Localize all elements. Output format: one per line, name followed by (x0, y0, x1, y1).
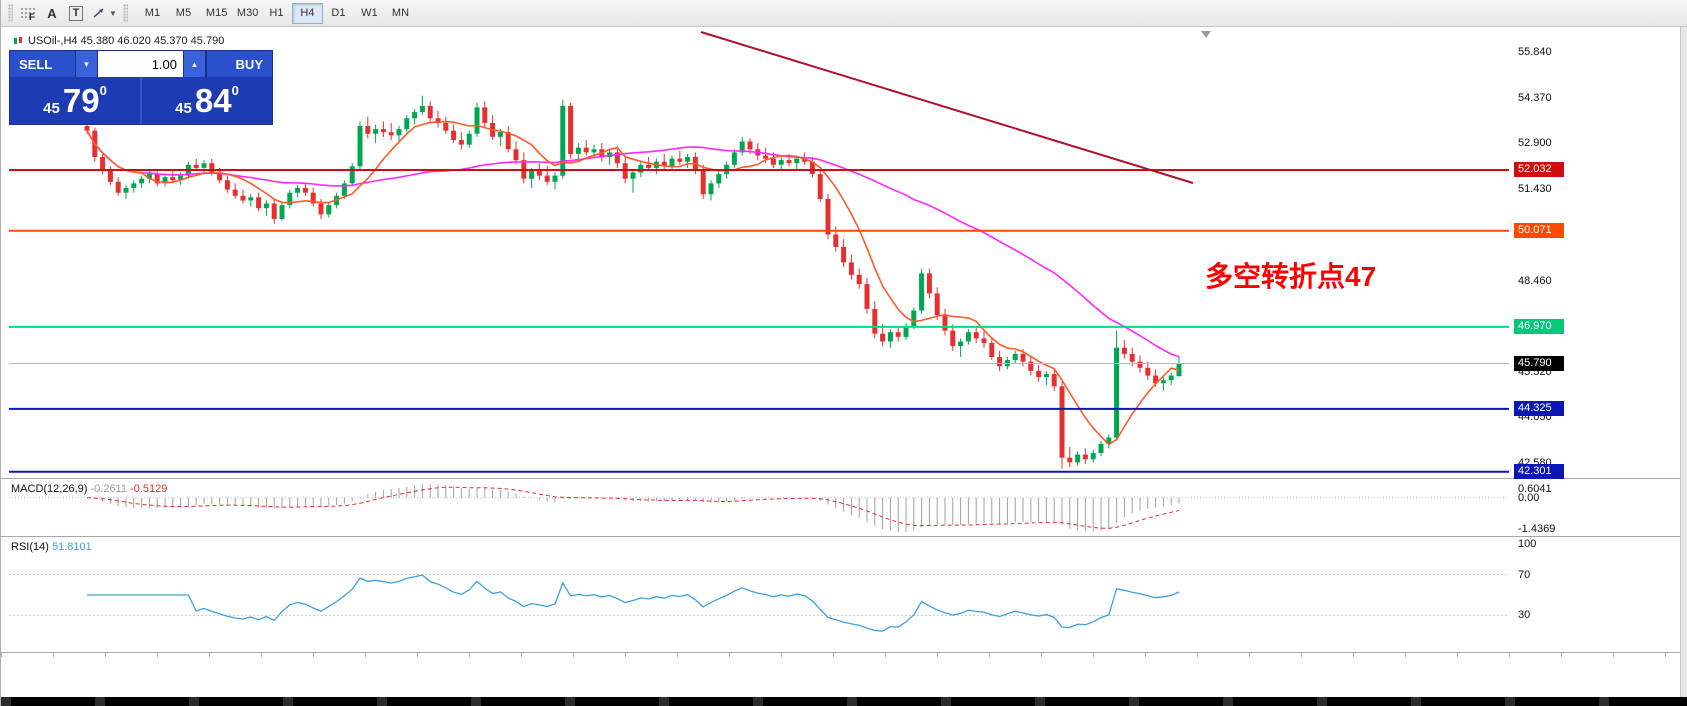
timeframe-button-m5[interactable]: M5 (168, 3, 199, 24)
macd-panel[interactable] (1, 481, 1511, 535)
price-badge: 52.032 (1514, 162, 1564, 177)
sell-price-small: 45 (43, 100, 60, 117)
price-divider (140, 77, 142, 124)
timeframe-button-m1[interactable]: M1 (137, 3, 168, 24)
timeframe-button-h4[interactable]: H4 (291, 2, 323, 24)
price-badge: 50.071 (1514, 222, 1564, 238)
macd-value: -0.2611 (90, 483, 127, 495)
macd-rsi-separator[interactable] (1, 536, 1687, 537)
text-label-icon[interactable]: A (40, 2, 64, 24)
text-icon[interactable]: T (64, 2, 88, 24)
price-tick: 54.370 (1518, 91, 1552, 104)
macd-axis-bottom: -1.4369 (1518, 523, 1556, 535)
candlestick-chart[interactable] (1, 28, 1511, 478)
macd-axis-top: 0.6041 (1518, 483, 1552, 495)
timeframe-button-mn[interactable]: MN (385, 3, 416, 24)
chart-area[interactable]: USOil-,H4 45.380 46.020 45.370 45.790 SE… (1, 27, 1687, 706)
rsi-axis-100: 100 (1518, 538, 1537, 550)
toolbar-grip-2[interactable] (122, 4, 128, 22)
buy-price-small: 45 (175, 100, 192, 117)
sell-price-sup: 0 (99, 83, 107, 98)
shapes-arrow-icon (93, 8, 104, 18)
sell-price[interactable]: 45 79 0 (10, 77, 140, 124)
vertical-scrollbar[interactable] (1680, 27, 1687, 697)
rsi-header: RSI(14) 51.8101 (11, 541, 92, 553)
price-axis[interactable]: 55.840 54.370 52.900 51.430 48.460 45.520 44.0… (1511, 27, 1680, 706)
timeframe-button-m15[interactable]: M15 (199, 3, 230, 24)
rsi-panel[interactable] (1, 538, 1511, 652)
macd-signal-value: -0.5129 (130, 483, 168, 495)
sell-price-big: 79 (62, 82, 100, 119)
price-tick: 51.430 (1518, 182, 1552, 195)
chart-shift-marker[interactable] (1201, 31, 1211, 38)
time-axis[interactable] (1, 653, 1687, 697)
text-icon-box: T (68, 5, 84, 21)
buy-price-sup: 0 (231, 83, 239, 98)
toolbar: F A T ▼ M1 M5 M15 M30 H1 H4 D1 W1 MN (1, 0, 1687, 27)
timeframe-button-d1[interactable]: D1 (323, 3, 354, 24)
price-badge: 44.325 (1514, 400, 1564, 416)
buy-price[interactable]: 45 84 0 (142, 77, 272, 124)
timeframe-button-m30[interactable]: M30 (230, 3, 261, 24)
price-badge: 42.301 (1514, 463, 1564, 479)
rsi-axis-70: 70 (1518, 568, 1531, 581)
chart-icon (14, 37, 22, 44)
svg-text:F: F (29, 12, 35, 21)
timeframe-button-h1[interactable]: H1 (261, 3, 292, 24)
chart-annotation[interactable]: 多空转折点47 (1205, 261, 1377, 292)
volume-input[interactable] (98, 51, 184, 77)
buy-button[interactable]: BUY (206, 51, 272, 77)
symbol-info: USOil-,H4 45.380 46.020 45.370 45.790 (13, 35, 224, 47)
symbol-ohlc-text: USOil-,H4 45.380 46.020 45.370 45.790 (28, 35, 225, 47)
timeframe-group: M1 M5 M15 M30 H1 H4 D1 W1 MN (137, 2, 416, 24)
volume-up-button[interactable]: ▲ (184, 51, 206, 77)
buy-price-big: 84 (194, 82, 232, 119)
macd-label: MACD(12,26,9) (11, 483, 88, 495)
rsi-label: RSI(14) (11, 541, 49, 553)
price-badge: 45.790 (1514, 355, 1564, 371)
rsi-value: 51.8101 (51, 541, 92, 553)
shapes-dropdown[interactable]: ▼ (88, 2, 120, 24)
volume-down-button[interactable]: ▼ (76, 51, 98, 77)
rsi-timeaxis-separator (1, 652, 1687, 653)
fibonacci-icon-glyph: F (21, 8, 35, 21)
rsi-axis-30: 30 (1518, 609, 1531, 622)
timeframe-button-w1[interactable]: W1 (354, 3, 385, 24)
trade-prices-row: 45 79 0 45 84 0 (10, 77, 272, 124)
chevron-down-icon: ▼ (109, 8, 117, 18)
price-tick: 55.840 (1518, 45, 1552, 58)
trade-controls-row: SELL ▼ ▲ BUY (10, 51, 272, 77)
main-macd-separator[interactable] (1, 478, 1687, 479)
price-tick: 48.460 (1518, 274, 1552, 287)
price-badge: 46.970 (1514, 318, 1564, 334)
taskbar-strip (1, 697, 1687, 706)
price-tick: 52.900 (1518, 137, 1552, 150)
fibonacci-icon[interactable]: F (16, 2, 40, 24)
macd-header: MACD(12,26,9) -0.2611 -0.5129 (11, 483, 167, 495)
sell-button[interactable]: SELL (10, 51, 76, 77)
toolbar-grip[interactable] (8, 4, 13, 22)
macd-axis-zero: 0.00 (1518, 491, 1540, 504)
